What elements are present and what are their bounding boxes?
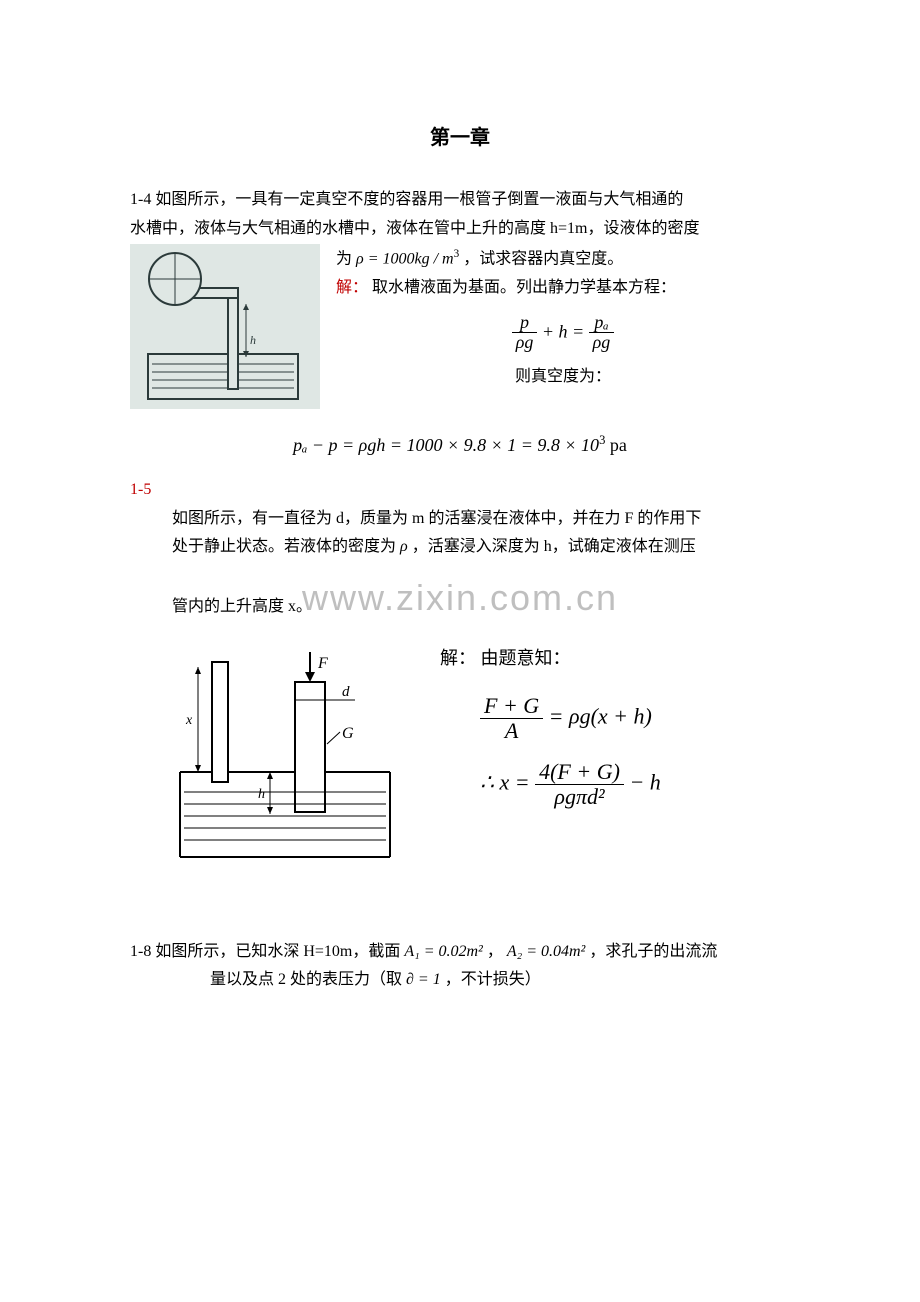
p14-eq2: pₐ − p = ρgh = 1000 × 9.8 × 1 = 9.8 × 10… bbox=[130, 429, 790, 461]
p15-eq2-suf: − h bbox=[629, 769, 660, 794]
p14-eq2-left: pₐ − p = ρgh = 1000 × 9.8 × 1 = 9.8 × 10 bbox=[293, 435, 599, 455]
p15-eq2-den: ρgπd² bbox=[535, 785, 624, 809]
p15-sol-text: 由题意知： bbox=[481, 648, 571, 668]
p15-l2b: ，活塞浸入深度为 h，试确定液体在测压 bbox=[412, 538, 696, 555]
p18-line1: 1-8 如图所示，已知水深 H=10m，截面 A₁ = 0.02m² ， A₂ … bbox=[130, 938, 790, 967]
p14-rho-sup: 3 bbox=[454, 248, 460, 260]
p15-solution-line: 解： 由题意知： bbox=[440, 642, 790, 674]
p14-vac-note: 则真空度为： bbox=[336, 363, 790, 392]
p14-rho-suffix: ，试求容器内真空度。 bbox=[463, 250, 623, 267]
p15-eq1-den: A bbox=[480, 719, 543, 743]
p18-partial: ∂ = 1 bbox=[406, 971, 441, 988]
p15-eq1-rhs: = ρg(x + h) bbox=[549, 704, 652, 729]
svg-text:F: F bbox=[317, 655, 328, 672]
p18-comma: ， bbox=[487, 943, 503, 960]
p18-a1: A₁ = 0.02m² bbox=[404, 943, 482, 960]
eq1-lnum: p bbox=[512, 313, 538, 334]
svg-text:G: G bbox=[342, 725, 354, 742]
figure-1-4: h bbox=[130, 244, 320, 420]
svg-text:h: h bbox=[258, 787, 265, 802]
p15-line1: 如图所示，有一直径为 d，质量为 m 的活塞浸在液体中，并在力 F 的作用下 bbox=[130, 505, 790, 534]
p15-label: 1-5 bbox=[130, 476, 790, 505]
svg-text:d: d bbox=[342, 684, 350, 700]
p18-l2a: 量以及点 2 处的表压力（取 bbox=[210, 971, 406, 988]
eq1-rnum: pₐ bbox=[589, 313, 615, 334]
eq1-rden: ρg bbox=[589, 333, 615, 353]
p14-rho-expr: ρ = 1000kg / m bbox=[356, 250, 454, 267]
p15-right-col: 解： 由题意知： F + GA = ρg(x + h) ∴ x = 4(F + … bbox=[440, 642, 790, 819]
p14-rho-prefix: 为 bbox=[336, 250, 356, 267]
p15-sol-label: 解： bbox=[440, 648, 476, 668]
p18-a2: A₂ = 0.04m² bbox=[507, 943, 585, 960]
p18-l1b: ，求孔子的出流流 bbox=[589, 943, 717, 960]
figure-1-5-svg: F d G x bbox=[170, 642, 400, 867]
p15-eq1: F + GA = ρg(x + h) bbox=[440, 694, 790, 743]
page-root: 第一章 1-4 如图所示，一具有一定真空不度的容器用一根管子倒置一液面与大气相通… bbox=[0, 0, 920, 1055]
p14-line2: 水槽中，液体与大气相通的水槽中，液体在管中上升的高度 h=1m，设液体的密度 bbox=[130, 215, 790, 244]
p15-eq2: ∴ x = 4(F + G)ρgπd² − h bbox=[440, 760, 790, 809]
p14-sol-label: 解： bbox=[336, 279, 368, 296]
p15-line2: 处于静止状态。若液体的密度为 ρ ，活塞浸入深度为 h，试确定液体在测压 bbox=[130, 533, 790, 562]
p14-rho-line: 为 ρ = 1000kg / m3 ，试求容器内真空度。 bbox=[336, 244, 790, 274]
p18-l1a: 1-8 如图所示，已知水深 H=10m，截面 bbox=[130, 943, 404, 960]
p15-eq2-num: 4(F + G) bbox=[535, 760, 624, 785]
p15-eq1-num: F + G bbox=[480, 694, 543, 719]
chapter-title: 第一章 bbox=[130, 120, 790, 156]
p15-rho: ρ bbox=[400, 538, 408, 555]
p15-eq2-pre: ∴ x = bbox=[480, 769, 535, 794]
svg-text:h: h bbox=[250, 333, 256, 347]
eq1-lden: ρg bbox=[512, 333, 538, 353]
eq1-mid: + h = bbox=[542, 321, 589, 341]
figure-1-4-svg: h bbox=[130, 244, 320, 409]
p14-solution-line: 解： 取水槽液面为基面。列出静力学基本方程： bbox=[336, 274, 790, 303]
p14-sol-text: 取水槽液面为基面。列出静力学基本方程： bbox=[372, 279, 676, 296]
p15-line3: 管内的上升高度 x。 bbox=[130, 593, 790, 622]
p15-l2a: 处于静止状态。若液体的密度为 bbox=[172, 538, 400, 555]
p14-right-col: 为 ρ = 1000kg / m3 ，试求容器内真空度。 解： 取水槽液面为基面… bbox=[336, 244, 790, 400]
p18-line2: 量以及点 2 处的表压力（取 ∂ = 1 ，不计损失） bbox=[130, 966, 790, 995]
p14-eq1: pρg + h = pₐρg bbox=[336, 313, 790, 354]
p14-row: h 为 ρ = 1000kg / m3 ，试求容器内真空度。 解： 取水槽液面为… bbox=[130, 244, 790, 420]
p14-line1: 1-4 如图所示，一具有一定真空不度的容器用一根管子倒置一液面与大气相通的 bbox=[130, 186, 790, 215]
svg-text:x: x bbox=[185, 713, 193, 728]
p15-row: F d G x bbox=[130, 642, 790, 878]
p18-l2b: ，不计损失） bbox=[445, 971, 541, 988]
figure-1-5: F d G x bbox=[170, 642, 400, 878]
p14-eq2-right: pa bbox=[605, 435, 627, 455]
